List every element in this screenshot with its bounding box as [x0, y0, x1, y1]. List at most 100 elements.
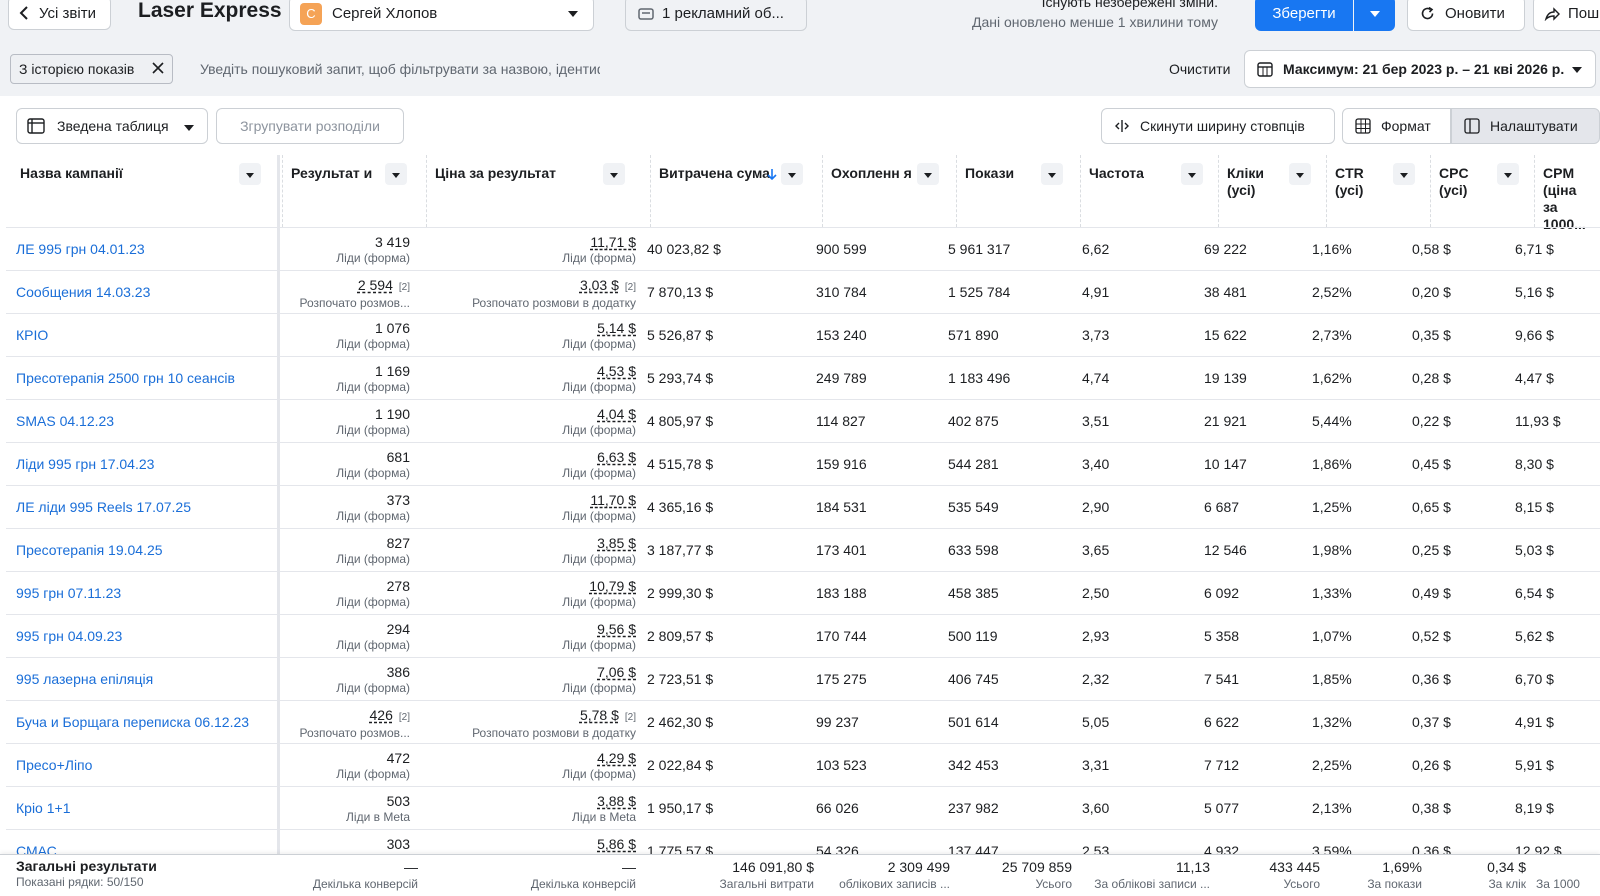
- clicks-value: 21 921: [1204, 413, 1247, 429]
- cpc-value: 0,65 $: [1412, 499, 1451, 515]
- column-menu-button[interactable]: [917, 163, 939, 185]
- campaign-name-link[interactable]: Пресо+Ліпо: [16, 757, 93, 773]
- cost-per-result-value: 10,79 $: [589, 578, 636, 594]
- caret-down-icon: [183, 124, 195, 132]
- table-row: Пресотерапія 2500 грн 10 сеансів 1 169 Лід…: [6, 356, 1600, 399]
- column-menu-button[interactable]: [1497, 163, 1519, 185]
- campaign-name-link[interactable]: ЛЕ ліди 995 Reels 17.07.25: [16, 499, 191, 515]
- view-selector[interactable]: Зведена таблиця: [16, 108, 208, 144]
- reset-column-width-button[interactable]: Скинути ширину стовпців: [1101, 108, 1335, 144]
- column-menu-button[interactable]: [603, 163, 625, 185]
- column-header-label: Покази: [965, 165, 1015, 181]
- cost-per-result-cell: 3,88 $ Ліди в Meta: [436, 787, 636, 830]
- format-button[interactable]: Формат: [1342, 108, 1451, 144]
- campaign-name-link[interactable]: ЛЕ 995 грн 04.01.23: [16, 241, 145, 257]
- cost-per-result-value: 11,71 $: [590, 234, 636, 250]
- column-menu-button[interactable]: [1289, 163, 1311, 185]
- column-header-impressions[interactable]: Покази: [956, 155, 1078, 227]
- clicks-value: 7 712: [1204, 757, 1240, 773]
- result-type: Ліди (форма): [336, 681, 410, 695]
- table-row: Пресо+Ліпо 472 Ліди (форма) 4,29 $ Ліди (фор…: [6, 743, 1600, 786]
- column-header-result[interactable]: Результат и: [282, 155, 422, 227]
- column-header-ctr[interactable]: CTR (усі): [1326, 155, 1430, 227]
- save-options-button[interactable]: [1354, 0, 1395, 31]
- group-breakdowns-button[interactable]: Згрупувати розподіли: [216, 108, 404, 144]
- date-range-picker[interactable]: Максимум: 21 бер 2023 р. – 21 кві 2026 р…: [1244, 50, 1596, 88]
- ctr-value: 5,44%: [1312, 413, 1352, 429]
- filter-chip[interactable]: З історією показів: [10, 54, 174, 84]
- column-header-clicks[interactable]: Кліки (усі): [1218, 155, 1326, 227]
- clear-filters-button[interactable]: Очистити: [1169, 61, 1231, 77]
- amount-spent-value: 4 515,78 $: [647, 456, 714, 472]
- column-menu-button[interactable]: [1181, 163, 1203, 185]
- campaign-name-link[interactable]: 995 грн 07.11.23: [16, 585, 122, 601]
- campaign-name-link[interactable]: Кріо 1+1: [16, 800, 71, 816]
- result-type: Ліди (форма): [336, 251, 410, 265]
- total-cpm-sub: За 1000: [1536, 877, 1580, 891]
- close-icon[interactable]: [152, 61, 164, 77]
- table-row: Сообщения 14.03.23 2 594 [2] Розпочато розм…: [6, 270, 1600, 313]
- column-menu-button[interactable]: [385, 163, 407, 185]
- column-header-cost-per-result[interactable]: Ціна за результат: [426, 155, 640, 227]
- column-menu-button[interactable]: [1041, 163, 1063, 185]
- column-header-label: Ціна за результат: [435, 165, 557, 181]
- result-value: 426: [369, 707, 393, 723]
- campaign-name-link[interactable]: Буча и Борщага переписка 06.12.23: [16, 714, 250, 730]
- cost-per-result-type: Ліди (форма): [562, 767, 636, 781]
- back-button[interactable]: Усі звіти: [8, 0, 111, 30]
- frozen-column-divider[interactable]: [277, 155, 280, 896]
- cpm-value: 8,19 $: [1515, 800, 1554, 816]
- campaign-name-link[interactable]: Сообщения 14.03.23: [16, 284, 151, 300]
- total-impressions-sub: Усього: [1035, 877, 1072, 891]
- result-type: Ліди (форма): [336, 767, 410, 781]
- total-clicks-sub: Усього: [1283, 877, 1320, 891]
- campaign-name-link[interactable]: SMAS 04.12.23: [16, 413, 115, 429]
- result-value: 503: [386, 793, 410, 809]
- reach-value: 249 789: [816, 370, 867, 386]
- customize-button[interactable]: Налаштувати: [1451, 108, 1600, 144]
- impressions-value: 501 614: [948, 714, 999, 730]
- column-header-reach[interactable]: Охопленн я: [822, 155, 954, 227]
- column-header-campaign-name[interactable]: Назва кампанії: [12, 155, 277, 227]
- frequency-value: 5,05: [1082, 714, 1110, 730]
- column-header-amount-spent[interactable]: Витрачена сума: [650, 155, 818, 227]
- pivot-table-icon: [27, 118, 45, 134]
- cost-per-result-value: 4,53 $: [597, 363, 636, 379]
- search-input[interactable]: Уведіть пошуковий запит, щоб фільтрувати…: [200, 61, 600, 77]
- caret-down-icon: [1047, 166, 1057, 183]
- cost-per-result-type: Ліди (форма): [562, 681, 636, 695]
- campaign-name-link[interactable]: Ліди 995 грн 17.04.23: [16, 456, 155, 472]
- column-header-frequency[interactable]: Частота: [1080, 155, 1218, 227]
- save-button[interactable]: Зберегти: [1255, 0, 1353, 31]
- caret-down-icon: [609, 166, 619, 183]
- impressions-value: 1 183 496: [948, 370, 1011, 386]
- column-menu-button[interactable]: [239, 163, 261, 185]
- column-menu-button[interactable]: [1393, 163, 1415, 185]
- total-ctr-value: 1,69%: [1382, 859, 1422, 875]
- account-selector[interactable]: С Сергей Хлопов: [289, 0, 594, 31]
- reach-value: 173 401: [816, 542, 867, 558]
- frequency-value: 2,90: [1082, 499, 1110, 515]
- column-resize-icon: [1114, 119, 1130, 133]
- total-result: — Декілька конверсій: [290, 859, 418, 893]
- share-button[interactable]: Поши: [1533, 0, 1600, 31]
- cost-per-result-value: 5,78 $: [579, 707, 619, 723]
- column-header-cpm[interactable]: CPM (ціна за 1000...: [1534, 155, 1600, 232]
- cost-per-result-value: 6,63 $: [597, 449, 636, 465]
- refresh-button[interactable]: Оновити: [1407, 0, 1525, 31]
- column-menu-button[interactable]: [781, 163, 803, 185]
- campaign-selector[interactable]: 1 рекламний об...: [625, 0, 807, 31]
- campaign-name-link[interactable]: Пресотерапія 19.04.25: [16, 542, 163, 558]
- campaign-name-link[interactable]: КРІО: [16, 327, 49, 343]
- sort-descending-icon[interactable]: [767, 167, 777, 184]
- result-cell: 1 190 Ліди (форма): [284, 400, 410, 443]
- column-header-cpc[interactable]: CPC (усі): [1430, 155, 1534, 227]
- refresh-label: Оновити: [1445, 5, 1505, 22]
- campaign-name-link[interactable]: 995 грн 04.09.23: [16, 628, 123, 644]
- result-value: 1 169: [374, 363, 410, 379]
- campaign-name-link[interactable]: 995 лазерна епіляція: [16, 671, 154, 687]
- impressions-value: 237 982: [948, 800, 999, 816]
- result-value: 3 419: [374, 234, 410, 250]
- campaign-name-link[interactable]: Пресотерапія 2500 грн 10 сеансів: [16, 370, 235, 386]
- impressions-value: 544 281: [948, 456, 999, 472]
